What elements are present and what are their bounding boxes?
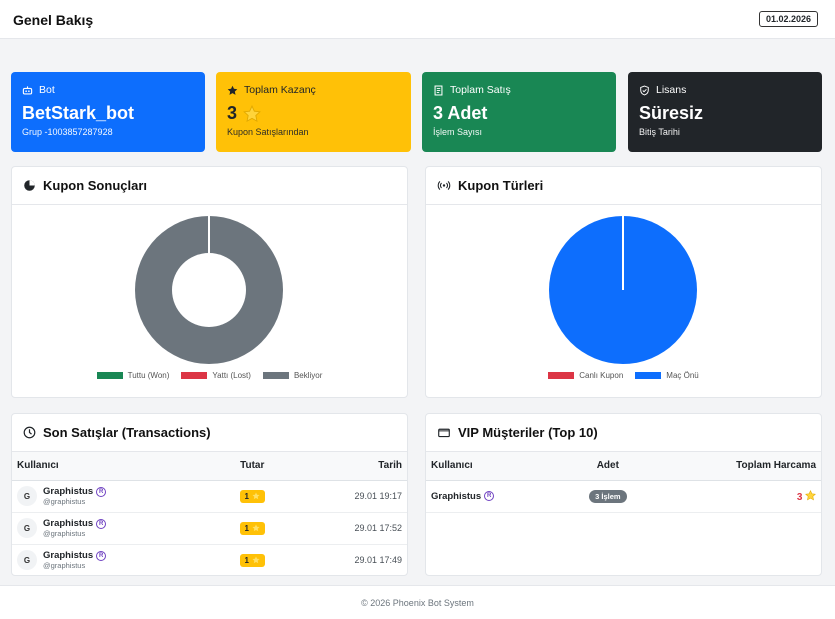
bot-stat-value: BetStark_bot [22, 103, 135, 123]
receipt-icon [434, 85, 443, 95]
legend-label-live: Canlı Kupon [579, 371, 624, 380]
bot-stat-sub: Grup -1003857287928 [22, 127, 113, 137]
coupon-types-title: Kupon Türleri [458, 178, 544, 193]
legend-label-lost: Yattı (Lost) [212, 371, 251, 380]
user-name[interactable]: Graphistus [43, 518, 94, 529]
transactions-table: Kullanıcı Tutar Tarih G Graphistus R @graph… [12, 452, 407, 575]
legend-swatch-won [96, 372, 123, 379]
footer: © 2026 Phoenix Bot System [0, 585, 835, 619]
legend-label-won: Tuttu (Won) [127, 371, 170, 380]
avatar: G [17, 550, 37, 570]
spend-value: 3 [796, 491, 803, 503]
star-icon [227, 85, 238, 95]
legend-item-prematch[interactable]: Maç Önü [635, 371, 699, 380]
amount-value: 1 [244, 491, 249, 501]
sales-stat-label: Toplam Satış [450, 84, 511, 96]
earnings-stat-card: Toplam Kazanç 3 Kupon Satışlarından [216, 72, 411, 152]
date-badge: 01.02.2026 [758, 11, 818, 27]
coupon-types-pie-chart [549, 216, 697, 364]
transactions-title: Son Satışlar (Transactions) [43, 425, 211, 440]
gold-star-icon [805, 489, 816, 500]
col-date: Tarih [288, 452, 407, 481]
table-row[interactable]: G Graphistus R @graphistus 1 29.01 17:52 [12, 512, 407, 545]
tx-date: 29.01 19:17 [288, 480, 407, 513]
legend-swatch-lost [181, 372, 208, 379]
table-row[interactable]: Graphistus R 3 İşlem 3 [426, 480, 821, 513]
table-row[interactable]: G Graphistus R @graphistus 1 29.01 19:17 [12, 480, 407, 513]
verified-badge-icon: R [96, 486, 107, 497]
coupon-results-legend: Tuttu (Won) Yattı (Lost) Bekliyor [12, 371, 407, 380]
earnings-stat-label: Toplam Kazanç [244, 84, 316, 96]
user-handle: @graphistus [43, 529, 86, 538]
star-icon [252, 492, 260, 500]
clock-icon [23, 426, 36, 439]
bot-stat-card: Bot BetStark_bot Grup -1003857287928 [11, 72, 205, 152]
coupon-results-card: Kupon Sonuçları Tuttu (Won) Yattı (Lost)… [11, 166, 408, 398]
broadcast-icon [437, 181, 451, 190]
avatar: G [17, 518, 37, 538]
star-icon [252, 524, 260, 532]
legend-item-lost[interactable]: Yattı (Lost) [181, 371, 251, 380]
earnings-stat-value: 3 [227, 103, 238, 123]
coupon-results-donut-chart [135, 216, 283, 364]
user-name[interactable]: Graphistus [43, 486, 94, 497]
amount-badge: 1 [239, 553, 265, 567]
top-bar: Genel Bakış 01.02.2026 [0, 0, 835, 39]
robot-icon [22, 85, 33, 94]
amount-value: 1 [244, 523, 249, 533]
vip-customers-card: VIP Müşteriler (Top 10) Kullanıcı Adet T… [425, 413, 822, 576]
legend-item-live[interactable]: Canlı Kupon [548, 371, 623, 380]
sales-stat-value: 3 Adet [433, 103, 488, 123]
vip-title: VIP Müşteriler (Top 10) [458, 425, 598, 440]
vip-col-spend: Toplam Harcama [652, 452, 821, 481]
amount-badge: 1 [239, 521, 265, 535]
user-handle: @graphistus [43, 497, 86, 506]
user-name[interactable]: Graphistus [43, 550, 94, 561]
user-handle: @graphistus [43, 561, 86, 570]
page-title: Genel Bakış [13, 12, 94, 28]
table-row[interactable]: G Graphistus R @graphistus 1 29.01 17:49 [12, 544, 407, 575]
amount-badge: 1 [239, 489, 265, 503]
bot-stat-label: Bot [39, 84, 55, 96]
transactions-card: Son Satışlar (Transactions) Kullanıcı Tu… [11, 413, 408, 576]
col-user: Kullanıcı [12, 452, 216, 481]
coupon-types-card: Kupon Türleri Canlı Kupon Maç Önü [425, 166, 822, 398]
tx-date: 29.01 17:49 [288, 544, 407, 575]
license-stat-label: Lisans [656, 84, 687, 96]
star-icon [252, 556, 260, 564]
coupon-types-legend: Canlı Kupon Maç Önü [426, 371, 821, 380]
sales-stat-card: Toplam Satış 3 Adet İşlem Sayısı [422, 72, 616, 152]
wallet-icon [438, 428, 450, 438]
verified-badge-icon: R [96, 550, 107, 561]
amount-value: 1 [244, 555, 249, 565]
legend-swatch-prematch [635, 372, 662, 379]
legend-swatch-pending [262, 372, 289, 379]
vip-user-name[interactable]: Graphistus [431, 490, 482, 502]
col-amount: Tutar [215, 452, 289, 481]
coupon-results-title: Kupon Sonuçları [43, 178, 147, 193]
verified-badge-icon: R [484, 491, 495, 501]
avatar: G [17, 486, 37, 506]
tx-date: 29.01 17:52 [288, 512, 407, 545]
legend-label-pending: Bekliyor [293, 371, 323, 380]
legend-item-won[interactable]: Tuttu (Won) [96, 371, 170, 380]
vip-table: Kullanıcı Adet Toplam Harcama Graphistus… [426, 452, 821, 513]
sales-stat-sub: İşlem Sayısı [433, 127, 483, 137]
license-stat-card: Lisans Süresiz Bitiş Tarihi [628, 72, 822, 152]
vip-col-user: Kullanıcı [426, 452, 564, 481]
legend-swatch-live [548, 372, 575, 379]
legend-label-prematch: Maç Önü [666, 371, 699, 380]
gold-star-icon [243, 104, 261, 122]
earnings-stat-sub: Kupon Satışlarından [227, 127, 309, 137]
coupon-results-hole [172, 253, 246, 327]
license-stat-sub: Bitiş Tarihi [639, 127, 680, 137]
count-badge: 3 İşlem [589, 489, 627, 503]
shield-check-icon [640, 85, 649, 95]
verified-badge-icon: R [96, 518, 107, 529]
vip-col-count: Adet [563, 452, 653, 481]
license-stat-value: Süresiz [639, 103, 704, 123]
legend-item-pending[interactable]: Bekliyor [262, 371, 323, 380]
pie-chart-icon [24, 180, 35, 191]
